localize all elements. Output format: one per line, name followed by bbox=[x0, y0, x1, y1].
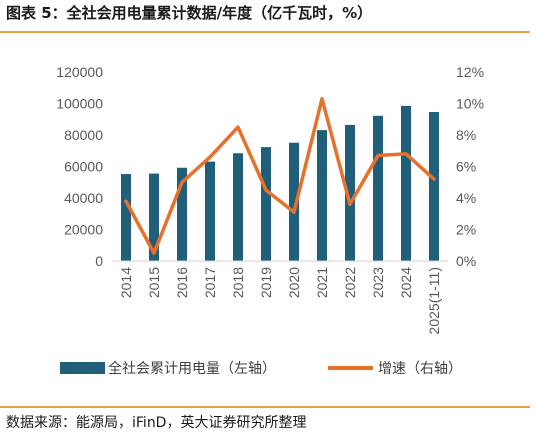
combo-chart: 0 20000 40000 60000 80000 100000 120000 0% 2% 4%… bbox=[56, 64, 484, 377]
bottom-rule bbox=[0, 406, 530, 408]
bar bbox=[205, 161, 215, 261]
source-note: 数据来源：能源局，iFinD，英大证券研究所整理 bbox=[6, 415, 307, 431]
x-tick-label: 2021 bbox=[314, 267, 330, 298]
bar bbox=[177, 167, 187, 261]
left-axis-tick-label: 100000 bbox=[56, 96, 103, 112]
x-tick-label: 2020 bbox=[286, 267, 302, 298]
x-tick-label: 2025(1-11) bbox=[426, 267, 442, 334]
x-tick-label: 2016 bbox=[174, 267, 190, 298]
bar bbox=[289, 142, 299, 261]
right-axis-tick-label: 4% bbox=[456, 190, 476, 206]
top-rule bbox=[0, 31, 530, 33]
right-axis-tick-label: 6% bbox=[456, 159, 476, 175]
bar bbox=[261, 147, 271, 261]
x-tick-label: 2017 bbox=[202, 267, 218, 298]
x-tick-label: 2018 bbox=[230, 267, 246, 298]
legend-bar-label: 全社会累计用电量（左轴） bbox=[108, 360, 276, 377]
bar bbox=[121, 174, 131, 261]
growth-line bbox=[124, 97, 436, 255]
left-axis-tick-label: 0 bbox=[95, 253, 103, 269]
legend: 全社会累计用电量（左轴） 增速（右轴） bbox=[60, 360, 462, 377]
x-tick-label: 2023 bbox=[370, 267, 386, 298]
right-axis-tick-label: 0% bbox=[456, 253, 476, 269]
legend-bar-swatch bbox=[60, 362, 105, 374]
left-axis-tick-label: 20000 bbox=[64, 222, 103, 238]
x-tick-label: 2024 bbox=[398, 267, 414, 298]
right-axis-tick-label: 8% bbox=[456, 127, 476, 143]
left-axis-tick-label: 120000 bbox=[56, 64, 103, 80]
bar bbox=[345, 124, 355, 261]
x-tick-label: 2019 bbox=[258, 267, 274, 298]
bar bbox=[317, 130, 327, 261]
left-axis: 0 20000 40000 60000 80000 100000 120000 bbox=[56, 64, 103, 269]
bar bbox=[401, 105, 411, 261]
bar bbox=[373, 115, 383, 261]
right-axis: 0% 2% 4% 6% 8% 10% 12% bbox=[456, 64, 484, 269]
left-axis-tick-label: 40000 bbox=[64, 190, 103, 206]
legend-line-label: 增速（右轴） bbox=[378, 361, 462, 377]
left-axis-tick-label: 80000 bbox=[64, 127, 103, 143]
x-tick-label: 2014 bbox=[118, 267, 134, 298]
bar bbox=[233, 153, 243, 261]
bar-series bbox=[121, 105, 439, 261]
right-axis-tick-label: 10% bbox=[456, 96, 484, 112]
right-axis-tick-label: 12% bbox=[456, 64, 484, 80]
x-axis: 2014 2015 2016 2017 2018 2019 2020 2021 2022 2023… bbox=[118, 267, 442, 335]
left-axis-tick-label: 60000 bbox=[64, 159, 103, 175]
bar bbox=[149, 173, 159, 261]
line-series bbox=[124, 97, 436, 255]
x-tick-label: 2022 bbox=[342, 267, 358, 298]
x-tick-label: 2015 bbox=[146, 267, 162, 298]
chart-title: 图表 5：全社会用电量累计数据/年度（亿千瓦时，%） bbox=[6, 4, 373, 22]
bar bbox=[429, 112, 439, 261]
right-axis-tick-label: 2% bbox=[456, 222, 476, 238]
